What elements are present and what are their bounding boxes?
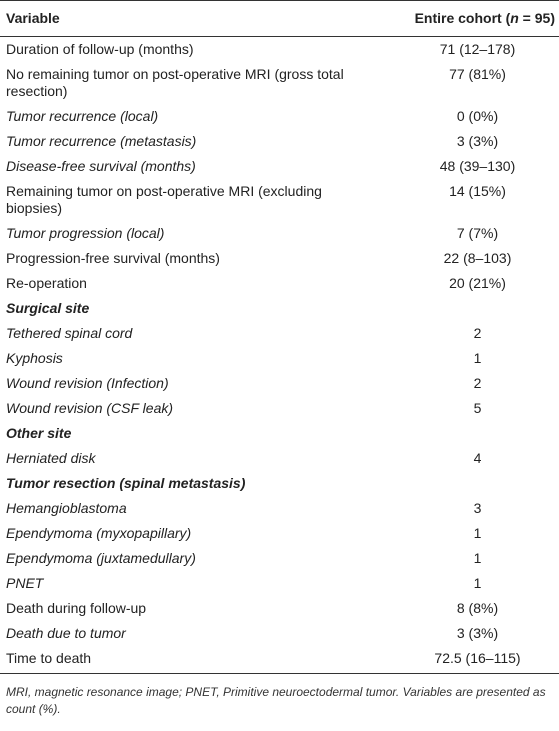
value-cell: 2 [473,325,482,341]
variable-cell: Tumor recurrence (metastasis) [6,133,197,149]
variable-cell: Tumor resection (spinal metastasis) [6,475,246,491]
header-cell: Variable [0,0,382,37]
table-row: Disease-free survival (months) 48 (39–130… [0,154,559,179]
variable-cell: Tumor progression (local) [6,225,165,241]
variable-cell: Death during follow-up [6,600,147,616]
value-cell: 1 [473,550,482,566]
variable-cell: Kyphosis [6,350,63,366]
value-cell: 72.5 (16–115) [382,646,559,674]
table-row: PNET 1 [0,571,559,596]
data-table: Variable Entire cohort (n = 95) Duration… [0,0,559,674]
variable-cell: Time to death [0,646,382,674]
variable-cell: Wound revision (CSF leak) [6,400,174,416]
table-row: Tethered spinal cord 2 [0,321,559,346]
value-cell: 3 [473,500,482,516]
value-cell: 8 (8%) [456,600,499,616]
variable-cell: Hemangioblastoma [6,500,127,516]
value-cell: 3 (3%) [456,133,499,149]
variable-cell: Herniated disk [6,450,96,466]
variable-cell: Other site [6,425,72,441]
table-body: Duration of follow-up (months) 71 (12–178… [0,37,559,674]
table-row: Ependymoma (myxopapillary) 1 [0,521,559,546]
value-cell [382,296,559,321]
table-row: Time to death 72.5 (16–115) [0,646,559,674]
variable-cell: Death due to tumor [6,625,126,641]
header-text: Entire cohort ( [414,10,511,26]
value-cell [382,421,559,446]
table-row: Wound revision (Infection) 2 [0,371,559,396]
table-row: Death due to tumor 3 (3%) [0,621,559,646]
value-cell: 7 (7%) [456,225,499,241]
table-row: Ependymoma (juxtamedullary) 1 [0,546,559,571]
header-text: n [510,10,519,26]
table-row: Tumor recurrence (metastasis) 3 (3%) [0,129,559,154]
value-cell [382,471,559,496]
variable-cell: No remaining tumor on post-operative MRI… [6,66,344,99]
footnote: MRI, magnetic resonance image; PNET, Pri… [6,685,546,716]
variable-cell: Progression-free survival (months) [6,250,220,266]
variable-cell: Re-operation [6,275,87,291]
variable-cell: Wound revision (Infection) [6,375,169,391]
table-row: Herniated disk 4 [0,446,559,471]
value-cell: 48 (39–130) [439,158,516,174]
value-cell: 4 [473,450,482,466]
table-row: Tumor progression (local) 7 (7%) [0,221,559,246]
variable-cell: Surgical site [6,300,90,316]
value-cell: 14 (15%) [449,183,506,199]
value-cell: 5 [473,400,482,416]
value-cell: 2 [473,375,482,391]
table-row: Wound revision (CSF leak) 5 [0,396,559,421]
table-row: Death during follow-up 8 (8%) [0,596,559,621]
table-row: Duration of follow-up (months) 71 (12–178… [0,37,559,63]
table-row: Other site [0,421,559,446]
header-cell: Entire cohort (n = 95) [382,0,559,37]
variable-cell: Remaining tumor on post-operative MRI (e… [6,183,322,216]
variable-cell: Tethered spinal cord [6,325,133,341]
table-row: Re-operation 20 (21%) [0,271,559,296]
variable-cell: Disease-free survival (months) [6,158,196,174]
variable-cell: Ependymoma (myxopapillary) [6,525,192,541]
table-row: Hemangioblastoma 3 [0,496,559,521]
variable-cell: Tumor recurrence (local) [6,108,159,124]
variable-cell: Ependymoma (juxtamedullary) [6,550,196,566]
value-cell: 1 [473,350,482,366]
value-cell: 71 (12–178) [439,41,516,57]
header-text: = 95) [518,10,555,26]
variable-cell: Duration of follow-up (months) [6,41,194,57]
header-row: Variable Entire cohort (n = 95) [0,0,559,37]
table-row: Tumor recurrence (local) 0 (0%) [0,104,559,129]
value-cell: 77 (81%) [449,66,506,82]
table-row: Progression-free survival (months) 22 (8–… [0,246,559,271]
value-cell: 1 [473,525,482,541]
table-row: Surgical site [0,296,559,321]
table-row: No remaining tumor on post-operative MRI… [0,62,559,104]
table-row: Tumor resection (spinal metastasis) [0,471,559,496]
value-cell: 22 (8–103) [443,250,512,266]
value-cell: 0 (0%) [456,108,499,124]
value-cell: 1 [473,575,482,591]
variable-cell: PNET [6,575,44,591]
value-cell: 20 (21%) [449,275,506,291]
value-cell: 3 (3%) [456,625,499,641]
table-row: Kyphosis 1 [0,346,559,371]
table-row: Remaining tumor on post-operative MRI (e… [0,179,559,221]
